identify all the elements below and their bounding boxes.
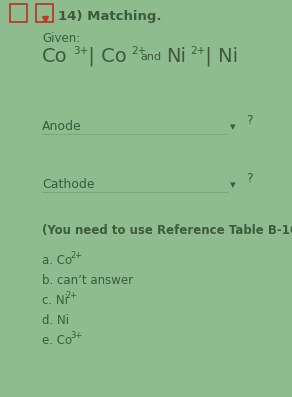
Text: 3+: 3+ (73, 46, 88, 56)
Text: Co: Co (42, 47, 68, 66)
Text: ?: ? (246, 172, 253, 185)
Text: | Co: | Co (82, 47, 127, 67)
Text: ▾: ▾ (230, 122, 236, 132)
Text: d. Ni: d. Ni (42, 314, 69, 327)
Text: 2+: 2+ (70, 251, 82, 260)
Text: Ni: Ni (166, 47, 186, 66)
Text: | Ni: | Ni (199, 47, 238, 67)
Text: b. can’t answer: b. can’t answer (42, 274, 133, 287)
Text: Anode: Anode (42, 120, 82, 133)
Text: Cathode: Cathode (42, 178, 95, 191)
Text: 14) Matching.: 14) Matching. (58, 10, 161, 23)
Text: 2+: 2+ (65, 291, 77, 300)
Text: a. Co: a. Co (42, 254, 72, 267)
Text: e. Co: e. Co (42, 334, 72, 347)
Text: 2+: 2+ (131, 46, 146, 56)
Text: 2+: 2+ (190, 46, 205, 56)
Text: ?: ? (246, 114, 253, 127)
Text: (You need to use Reference Table B-16.): (You need to use Reference Table B-16.) (42, 224, 292, 237)
Text: Given:: Given: (42, 32, 80, 45)
Text: 3+: 3+ (70, 331, 82, 340)
Text: ▾: ▾ (230, 180, 236, 190)
Text: c. Ni: c. Ni (42, 294, 68, 307)
Text: and: and (140, 52, 161, 62)
